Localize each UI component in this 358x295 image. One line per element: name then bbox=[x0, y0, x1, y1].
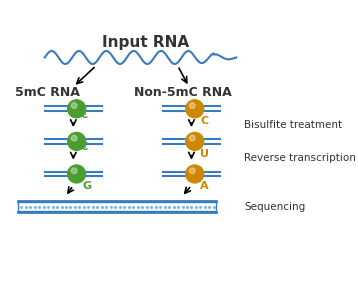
Text: A: A bbox=[200, 181, 209, 191]
Text: Reverse transcription: Reverse transcription bbox=[245, 153, 356, 163]
Text: Bisulfite treatment: Bisulfite treatment bbox=[245, 120, 343, 130]
Text: Input RNA: Input RNA bbox=[102, 35, 189, 50]
Bar bbox=[18, 202, 216, 212]
Circle shape bbox=[189, 103, 195, 108]
Circle shape bbox=[189, 135, 195, 141]
Circle shape bbox=[186, 165, 204, 183]
Text: Non-5mC RNA: Non-5mC RNA bbox=[135, 86, 232, 99]
Circle shape bbox=[186, 132, 204, 150]
Circle shape bbox=[189, 168, 195, 173]
Circle shape bbox=[68, 165, 86, 183]
Text: C: C bbox=[81, 142, 88, 152]
Text: 5mC RNA: 5mC RNA bbox=[15, 86, 79, 99]
Circle shape bbox=[68, 100, 86, 118]
Text: m: m bbox=[78, 110, 86, 117]
Circle shape bbox=[71, 168, 77, 173]
Circle shape bbox=[186, 100, 204, 118]
Circle shape bbox=[71, 135, 77, 141]
Text: m: m bbox=[78, 143, 86, 149]
Text: C: C bbox=[200, 116, 209, 126]
Text: G: G bbox=[82, 181, 91, 191]
Text: C: C bbox=[81, 110, 88, 119]
Text: U: U bbox=[200, 149, 209, 159]
Text: Sequencing: Sequencing bbox=[245, 201, 306, 212]
Circle shape bbox=[68, 132, 86, 150]
Circle shape bbox=[71, 103, 77, 108]
